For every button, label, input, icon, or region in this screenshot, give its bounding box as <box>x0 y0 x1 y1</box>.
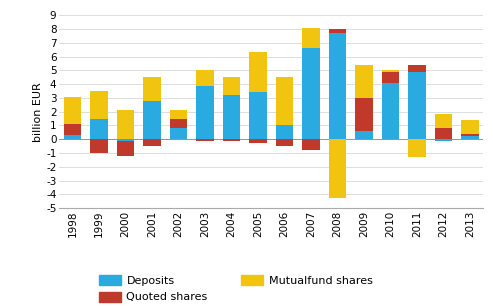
Bar <box>276 125 293 139</box>
Bar <box>64 135 81 139</box>
Bar <box>90 139 107 153</box>
Bar <box>249 92 267 139</box>
Bar <box>170 128 187 139</box>
Bar <box>276 139 293 146</box>
Bar <box>355 131 373 139</box>
Bar <box>329 33 346 139</box>
Bar <box>435 139 452 141</box>
Bar <box>117 141 134 156</box>
Bar <box>302 28 319 48</box>
Bar <box>408 65 425 72</box>
Bar <box>435 128 452 139</box>
Bar <box>64 124 81 135</box>
Bar <box>382 70 399 72</box>
Bar <box>196 86 213 139</box>
Bar <box>408 139 425 157</box>
Bar <box>302 48 319 139</box>
Bar <box>461 120 479 134</box>
Bar <box>382 83 399 139</box>
Bar <box>90 119 107 139</box>
Bar <box>143 77 161 101</box>
Bar <box>302 139 319 150</box>
Bar <box>90 91 107 119</box>
Bar <box>117 139 134 141</box>
Bar <box>117 110 134 139</box>
Bar <box>329 29 346 33</box>
Bar <box>143 101 161 139</box>
Bar <box>276 77 293 125</box>
Bar <box>196 70 213 86</box>
Bar <box>170 119 187 128</box>
Bar <box>170 110 187 119</box>
Bar <box>408 72 425 139</box>
Legend: Deposits, Quoted shares, Mutualfund shares: Deposits, Quoted shares, Mutualfund shar… <box>99 275 373 302</box>
Bar <box>223 77 240 95</box>
Bar <box>382 72 399 83</box>
Bar <box>143 139 161 146</box>
Bar <box>64 97 81 124</box>
Bar <box>223 95 240 139</box>
Bar <box>461 134 479 136</box>
Bar <box>223 139 240 141</box>
Bar <box>355 98 373 131</box>
Bar <box>461 136 479 139</box>
Bar <box>249 139 267 143</box>
Y-axis label: billion EUR: billion EUR <box>33 82 43 142</box>
Bar <box>249 53 267 92</box>
Bar <box>329 139 346 199</box>
Bar <box>435 114 452 128</box>
Bar <box>355 65 373 98</box>
Bar <box>196 139 213 141</box>
